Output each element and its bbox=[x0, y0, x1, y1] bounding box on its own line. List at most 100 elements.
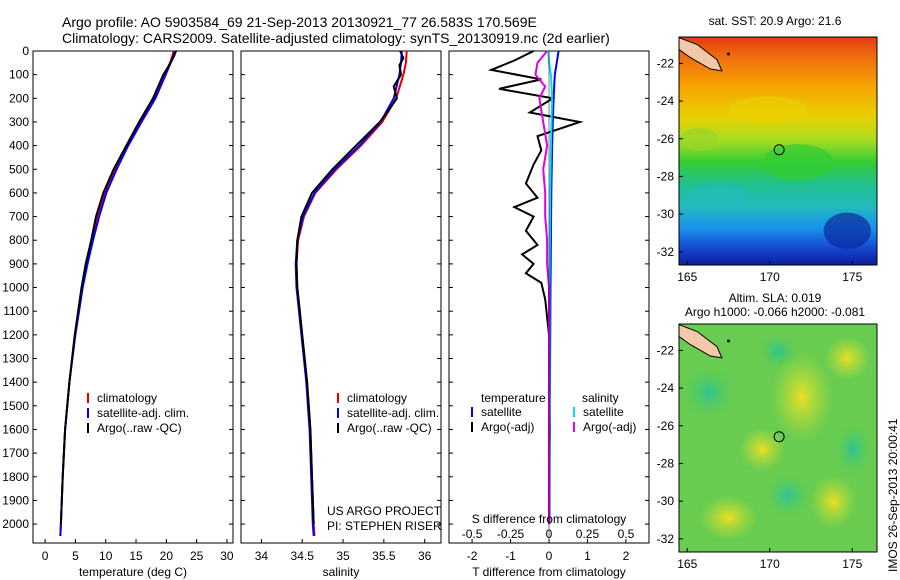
x-tick-label: 5 bbox=[72, 549, 79, 563]
y-tick-label: 1300 bbox=[2, 352, 29, 366]
legend-label: climatology bbox=[347, 391, 407, 405]
x-tick-label: 0 bbox=[42, 549, 49, 563]
header-line1: Argo profile: AO 5903584_69 21-Sep-2013 … bbox=[62, 14, 537, 30]
sla-blob bbox=[698, 495, 759, 541]
map-y-tick-label: -26 bbox=[657, 419, 675, 433]
x-tick-label: 10 bbox=[99, 549, 113, 563]
sla-blob bbox=[823, 335, 872, 382]
series-line-0-2 bbox=[59, 50, 177, 525]
sla-blob bbox=[680, 365, 737, 420]
x-axis-label: temperature (deg C) bbox=[79, 565, 187, 579]
map-x-tick-label: 170 bbox=[760, 557, 780, 571]
y-tick-label: 1000 bbox=[2, 281, 29, 295]
x-tick-label: 20 bbox=[160, 549, 174, 563]
x-axis-label: T difference from climatology bbox=[472, 565, 626, 579]
sla-blob bbox=[833, 422, 874, 477]
y-tick-label: 1500 bbox=[2, 399, 29, 413]
argo-position-marker bbox=[773, 144, 785, 156]
y-tick-label: 200 bbox=[9, 91, 29, 105]
series-line-2-1 bbox=[487, 50, 584, 525]
y-tick-label: 1800 bbox=[2, 470, 29, 484]
sla-blob bbox=[809, 474, 858, 530]
legend-label: Argo(-adj) bbox=[481, 420, 534, 434]
map-group-3 bbox=[678, 36, 878, 266]
x-tick-label: -1 bbox=[505, 549, 516, 563]
map-y-tick-label: -24 bbox=[657, 94, 675, 108]
sla-blob bbox=[770, 351, 834, 443]
x-tick-label: 2 bbox=[623, 549, 630, 563]
sst-blob bbox=[679, 128, 719, 152]
y-tick-label: 400 bbox=[9, 139, 29, 153]
map-y-tick-label: -30 bbox=[657, 207, 675, 221]
map-y-tick-label: -22 bbox=[657, 343, 675, 357]
y-tick-label: 300 bbox=[9, 115, 29, 129]
x-tick-label: 34.5 bbox=[291, 549, 315, 563]
x-tick-label: 34 bbox=[255, 549, 269, 563]
y-tick-label: 100 bbox=[9, 68, 29, 82]
sla-map-subtitle: Argo h1000: -0.066 h2000: -0.081 bbox=[685, 305, 865, 319]
sst-map-title: sat. SST: 20.9 Argo: 21.6 bbox=[709, 14, 842, 28]
map-x-tick-label: 165 bbox=[677, 270, 697, 284]
sst-blob bbox=[688, 182, 749, 211]
x-axis-label: salinity bbox=[323, 565, 360, 579]
top-tick-label: -0.25 bbox=[497, 527, 525, 541]
y-tick-label: 500 bbox=[9, 162, 29, 176]
sst-blob bbox=[823, 212, 872, 250]
map-y-tick-label: -28 bbox=[657, 456, 675, 470]
project-annotation: US ARGO PROJECT bbox=[327, 504, 442, 518]
sla-blob bbox=[764, 472, 812, 518]
map-y-tick-label: -32 bbox=[657, 532, 675, 546]
x-tick-label: 35 bbox=[336, 549, 350, 563]
legend-label: satellite-adj. clim. bbox=[347, 406, 439, 420]
map-y-tick-label: -28 bbox=[657, 169, 675, 183]
y-tick-label: 600 bbox=[9, 186, 29, 200]
map-y-tick-label: -32 bbox=[657, 245, 675, 259]
y-tick-label: 1700 bbox=[2, 446, 29, 460]
side-label: IMOS 26-Sep-2013 20:00:41 bbox=[886, 418, 900, 572]
land-new-caledonia bbox=[679, 324, 723, 359]
legend-label: Argo(..raw -QC) bbox=[347, 421, 432, 435]
legend-title-temperature: temperature bbox=[481, 391, 546, 405]
legend-label: satellite bbox=[583, 405, 624, 419]
map-y-tick-label: -30 bbox=[657, 494, 675, 508]
top-axis-label: S difference from climatology bbox=[472, 512, 627, 526]
map-x-tick-label: 170 bbox=[760, 270, 780, 284]
map-x-tick-label: 175 bbox=[842, 270, 862, 284]
map-inner-4 bbox=[679, 324, 877, 552]
x-tick-label: 15 bbox=[129, 549, 143, 563]
project-annotation: PI: STEPHEN RISER bbox=[327, 519, 442, 533]
map-frame-3 bbox=[678, 36, 878, 266]
legend-title-salinity: salinity bbox=[582, 391, 619, 405]
top-tick-label: 0 bbox=[546, 527, 553, 541]
legend-label: satellite-adj. clim. bbox=[97, 406, 189, 420]
x-tick-label: 30 bbox=[220, 549, 234, 563]
map-frame-4 bbox=[678, 323, 878, 553]
map-x-tick-label: 175 bbox=[842, 557, 862, 571]
map-y-tick-label: -26 bbox=[657, 132, 675, 146]
island-dot bbox=[727, 52, 730, 56]
series-line-1-2 bbox=[295, 50, 405, 525]
header-line2: Climatology: CARS2009. Satellite-adjuste… bbox=[62, 30, 610, 46]
sst-blob bbox=[728, 96, 808, 124]
island-dot bbox=[727, 339, 730, 343]
map-y-tick-label: -24 bbox=[657, 381, 675, 395]
x-tick-label: -2 bbox=[467, 549, 478, 563]
y-tick-label: 1100 bbox=[3, 304, 29, 318]
map-inner-3 bbox=[679, 37, 877, 265]
y-tick-label: 1400 bbox=[2, 375, 29, 389]
sst-blob bbox=[762, 144, 834, 181]
top-tick-label: 0.25 bbox=[576, 527, 600, 541]
x-tick-label: 0 bbox=[546, 549, 553, 563]
x-tick-label: 35.5 bbox=[372, 549, 396, 563]
sla-map-title: Altim. SLA: 0.019 bbox=[729, 291, 822, 305]
sla-blob bbox=[738, 426, 786, 473]
top-tick-label: 0.5 bbox=[618, 527, 635, 541]
x-tick-label: 36 bbox=[418, 549, 432, 563]
y-tick-label: 0 bbox=[22, 44, 29, 58]
legend-label: satellite bbox=[481, 405, 522, 419]
y-tick-label: 2000 bbox=[2, 517, 29, 531]
argo-position-marker bbox=[773, 431, 785, 443]
x-tick-label: 25 bbox=[190, 549, 204, 563]
y-tick-label: 1600 bbox=[2, 422, 29, 436]
